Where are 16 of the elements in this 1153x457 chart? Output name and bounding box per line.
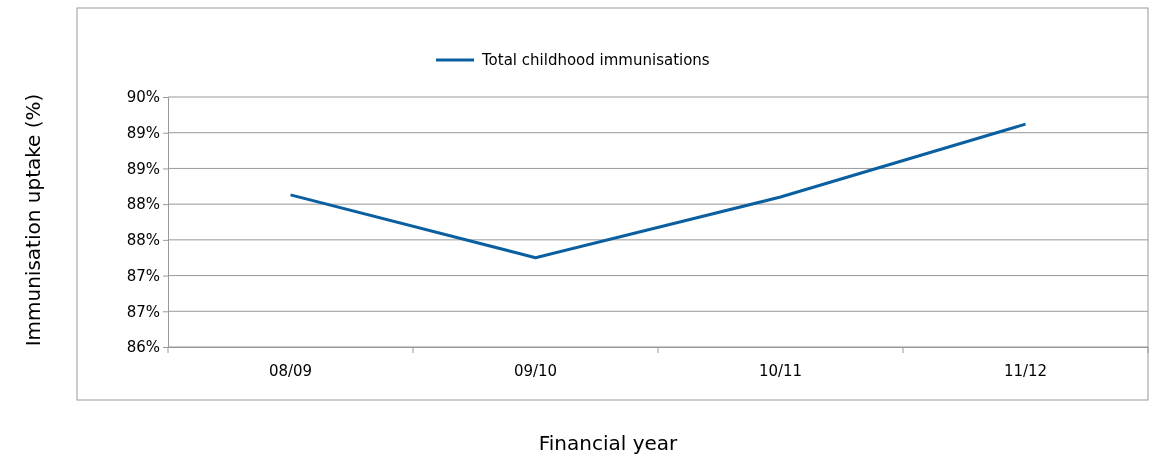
y-tick-label: 90% (126, 88, 160, 107)
y-tick-label: 87% (126, 302, 160, 321)
y-tick-label: 88% (126, 195, 160, 214)
x-tick-label: 10/11 (758, 361, 803, 380)
y-axis-title: Immunisation uptake (%) (21, 93, 45, 347)
y-tick-label: 89% (126, 124, 160, 143)
x-tick-label: 08/09 (268, 361, 313, 380)
x-tick-label: 11/12 (1003, 361, 1048, 380)
line-series (289, 122, 1027, 260)
legend-label: Total childhood immunisations (481, 51, 710, 69)
x-axis-title: Financial year (538, 431, 679, 455)
y-tick-label: 88% (126, 231, 160, 250)
y-tick-label: 87% (126, 266, 160, 285)
y-tick-label: 89% (126, 159, 160, 178)
y-tick-label: 86% (126, 338, 160, 357)
x-tick-label: 09/10 (513, 361, 558, 380)
